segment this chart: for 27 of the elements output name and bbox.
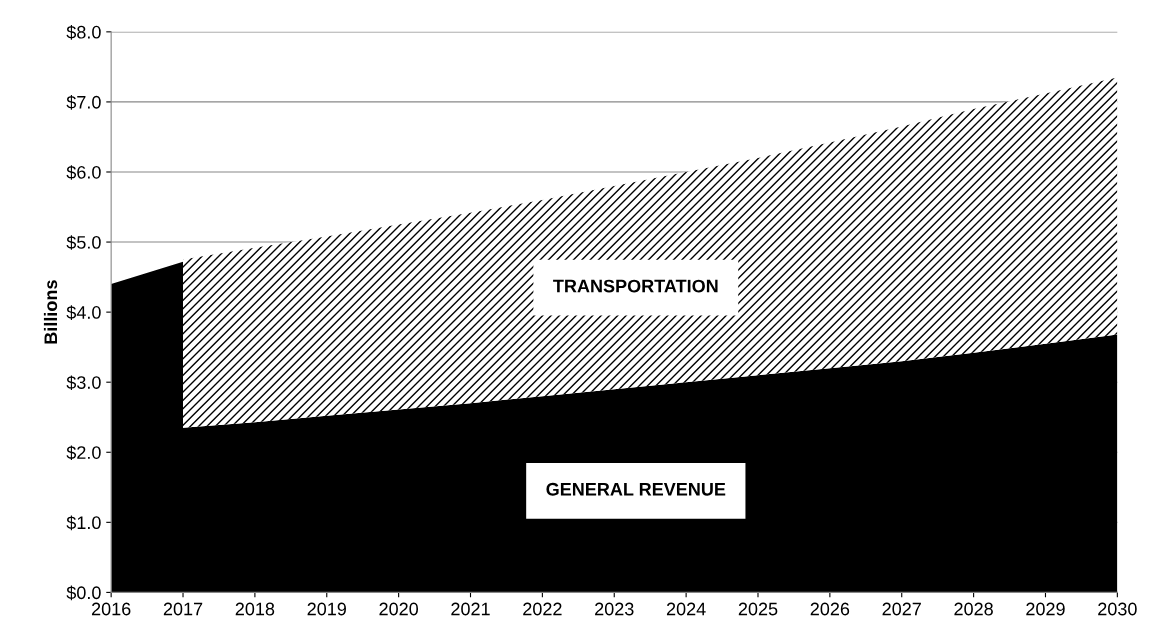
- y-tick-label: $6.0: [66, 165, 101, 180]
- x-tick-label: 2016: [91, 602, 131, 616]
- x-tick-label: 2019: [307, 602, 346, 616]
- y-axis-title: Billions: [43, 280, 58, 344]
- y-tick-label: $4.0: [66, 305, 101, 320]
- y-tick-label: $7.0: [66, 95, 101, 110]
- y-tick-label: $8.0: [66, 25, 101, 40]
- x-tick-label: 2028: [954, 602, 993, 616]
- x-tick-label: 2017: [163, 602, 203, 616]
- y-tick-label: $5.0: [66, 235, 101, 250]
- y-tick-label: $1.0: [66, 515, 101, 531]
- y-tick-label: $0.0: [66, 585, 101, 601]
- x-tick-label: 2022: [523, 602, 562, 616]
- x-tick-label: 2026: [810, 602, 850, 616]
- x-tick-label: 2027: [882, 602, 921, 616]
- y-tick-label: $3.0: [66, 375, 101, 390]
- x-tick-label: 2025: [738, 602, 778, 616]
- x-tick-label: 2020: [379, 602, 419, 616]
- x-tick-label: 2018: [235, 602, 275, 616]
- x-tick-label: 2029: [1026, 602, 1065, 616]
- y-tick-label: $2.0: [66, 445, 101, 461]
- x-tick-label: 2024: [666, 602, 706, 616]
- series-label: GENERAL REVENUE: [546, 482, 726, 496]
- x-tick-label: 2021: [451, 602, 490, 616]
- x-tick-label: 2030: [1098, 602, 1137, 616]
- x-tick-label: 2023: [595, 602, 634, 616]
- series-label: TRANSPORTATION: [553, 279, 718, 293]
